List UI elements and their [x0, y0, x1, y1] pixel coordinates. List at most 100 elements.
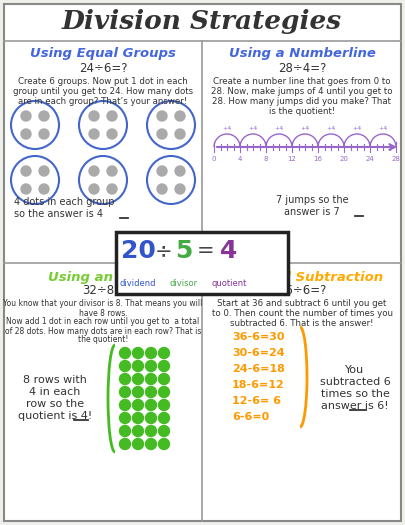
FancyBboxPatch shape	[116, 232, 288, 294]
Circle shape	[119, 348, 130, 359]
Text: 4: 4	[238, 156, 242, 162]
Circle shape	[175, 184, 185, 194]
Circle shape	[132, 425, 143, 436]
Text: Repeated Subtraction: Repeated Subtraction	[220, 270, 384, 284]
Text: 8: 8	[264, 156, 268, 162]
Text: 18-6=12: 18-6=12	[232, 380, 285, 390]
Circle shape	[132, 348, 143, 359]
Text: ÷: ÷	[155, 241, 173, 261]
Circle shape	[145, 413, 156, 424]
Text: 8 rows with: 8 rows with	[23, 375, 87, 385]
Text: 5: 5	[175, 239, 193, 263]
Text: +4: +4	[301, 125, 310, 131]
Text: +4: +4	[378, 125, 388, 131]
Text: 28. Now, make jumps of 4 until you get to: 28. Now, make jumps of 4 until you get t…	[211, 87, 393, 96]
Circle shape	[158, 425, 170, 436]
Text: 30-6=24: 30-6=24	[232, 348, 285, 358]
Circle shape	[89, 129, 99, 139]
Text: Division Strategies: Division Strategies	[62, 9, 342, 35]
Circle shape	[89, 166, 99, 176]
Text: so the answer is 4: so the answer is 4	[14, 209, 103, 219]
Text: 16: 16	[313, 156, 322, 162]
Text: 36-6=30: 36-6=30	[232, 332, 284, 342]
Circle shape	[158, 348, 170, 359]
Text: 20: 20	[121, 239, 156, 263]
Text: Create a number line that goes from 0 to: Create a number line that goes from 0 to	[213, 77, 391, 86]
Text: is the quotient!: is the quotient!	[269, 107, 335, 116]
Text: have 8 rows.: have 8 rows.	[79, 309, 127, 318]
Text: quotient: quotient	[211, 279, 247, 289]
Circle shape	[21, 166, 31, 176]
Text: +4: +4	[222, 125, 232, 131]
Circle shape	[119, 400, 130, 411]
Text: 28. How many jumps did you make? That: 28. How many jumps did you make? That	[213, 97, 392, 106]
Circle shape	[132, 373, 143, 384]
Text: are in each group? That’s your answer!: are in each group? That’s your answer!	[19, 97, 188, 106]
Circle shape	[145, 361, 156, 372]
Circle shape	[157, 111, 167, 121]
Circle shape	[145, 373, 156, 384]
Circle shape	[119, 361, 130, 372]
Text: 4 in each: 4 in each	[29, 387, 81, 397]
Circle shape	[21, 184, 31, 194]
Text: group until you get to 24. How many dots: group until you get to 24. How many dots	[13, 87, 193, 96]
Text: 4: 4	[220, 239, 238, 263]
Text: 28÷4=?: 28÷4=?	[278, 61, 326, 75]
Circle shape	[175, 166, 185, 176]
Text: 0: 0	[212, 156, 216, 162]
Text: Using an Array: Using an Array	[48, 270, 158, 284]
Circle shape	[158, 373, 170, 384]
Circle shape	[107, 111, 117, 121]
Circle shape	[158, 361, 170, 372]
Text: Using Equal Groups: Using Equal Groups	[30, 47, 176, 60]
Text: You: You	[345, 365, 364, 375]
Text: 4 dots in each group: 4 dots in each group	[14, 197, 115, 207]
Text: subtracted 6. That is the answer!: subtracted 6. That is the answer!	[230, 320, 374, 329]
Text: Start at 36 and subtract 6 until you get: Start at 36 and subtract 6 until you get	[217, 299, 387, 309]
Text: 7 jumps so the: 7 jumps so the	[276, 195, 348, 205]
Circle shape	[107, 129, 117, 139]
Text: 20: 20	[339, 156, 348, 162]
Text: Using a Numberline: Using a Numberline	[228, 47, 375, 60]
Text: =: =	[197, 241, 215, 261]
Text: 28: 28	[392, 156, 401, 162]
Circle shape	[132, 438, 143, 449]
Circle shape	[158, 413, 170, 424]
Circle shape	[89, 184, 99, 194]
Circle shape	[145, 400, 156, 411]
Circle shape	[145, 348, 156, 359]
Text: to 0. Then count the number of times you: to 0. Then count the number of times you	[211, 310, 392, 319]
Text: 6-6=0: 6-6=0	[232, 412, 269, 422]
Circle shape	[89, 111, 99, 121]
Text: 24-6=18: 24-6=18	[232, 364, 285, 374]
Text: 24: 24	[366, 156, 374, 162]
Circle shape	[132, 361, 143, 372]
Circle shape	[107, 184, 117, 194]
Circle shape	[145, 425, 156, 436]
Text: 24÷6=?: 24÷6=?	[79, 61, 127, 75]
Circle shape	[119, 386, 130, 397]
Circle shape	[107, 166, 117, 176]
Text: 36÷6=?: 36÷6=?	[278, 285, 326, 298]
Text: divisor: divisor	[170, 279, 198, 289]
Circle shape	[175, 111, 185, 121]
Circle shape	[157, 129, 167, 139]
Circle shape	[158, 438, 170, 449]
Text: row so the: row so the	[26, 399, 84, 409]
Circle shape	[158, 386, 170, 397]
Circle shape	[132, 400, 143, 411]
Circle shape	[145, 386, 156, 397]
Circle shape	[132, 386, 143, 397]
Circle shape	[39, 111, 49, 121]
Text: Now add 1 dot in each row until you get to  a total: Now add 1 dot in each row until you get …	[6, 318, 200, 327]
FancyBboxPatch shape	[4, 4, 401, 521]
Circle shape	[119, 425, 130, 436]
Text: the quotient!: the quotient!	[78, 335, 128, 344]
Circle shape	[39, 129, 49, 139]
Text: +4: +4	[352, 125, 362, 131]
Circle shape	[39, 166, 49, 176]
Circle shape	[157, 184, 167, 194]
Text: dividend: dividend	[120, 279, 156, 289]
Circle shape	[145, 438, 156, 449]
Circle shape	[21, 129, 31, 139]
